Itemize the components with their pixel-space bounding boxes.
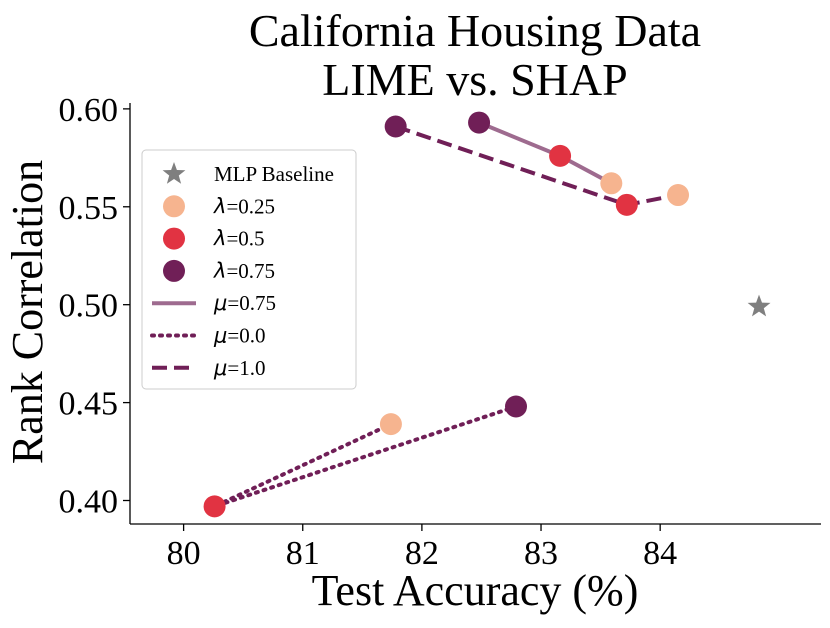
legend-label-symbol: μ [213,324,227,348]
data-point-lambda-0-5 [615,193,638,216]
axes [129,103,821,525]
plot-markers [203,111,771,518]
series-line-mu-1-0 [395,124,679,207]
y-tick-label: 0.55 [59,190,119,227]
legend-label-value: =0.0 [227,324,265,348]
data-point-lambda-0-25 [600,172,623,195]
legend-label-value: =0.75 [227,291,276,315]
y-tick-label: 0.45 [59,386,119,423]
legend-label-symbol: μ [213,356,227,380]
data-point-lambda-0-75 [468,111,491,134]
legend-circle-marker [163,227,185,250]
legend-label-value: =0.5 [226,227,264,251]
y-tick-label: 0.60 [59,92,119,129]
legend-label-value: =0.25 [226,194,275,218]
legend: MLP Baselineλ=0.25λ=0.5λ=0.75μ=0.75μ=0.0… [141,149,357,390]
legend-label-value: =0.75 [226,259,275,283]
legend-label: MLP Baseline [214,162,334,186]
legend-label-symbol: λ [213,194,226,218]
ticks: 80 81 82 83 84 0.40 0.45 0.50 0.55 0.60 [59,92,678,572]
chart-title-line-2: LIME vs. SHAP [322,54,627,105]
chart-title: California Housing Data LIME vs. SHAP [249,5,701,105]
data-point-lambda-0-75 [384,115,407,138]
legend-label: μ=0.0 [213,324,265,348]
data-point-lambda-0-5 [549,144,572,167]
legend-label: λ=0.5 [213,227,265,251]
x-axis-label: Test Accuracy (%) [312,566,639,615]
data-point-lambda-0-25 [667,184,690,207]
chart-title-line-1: California Housing Data [249,5,701,56]
mlp-baseline-star [747,294,771,317]
legend-label-symbol: λ [213,227,226,251]
x-tick-label: 82 [405,535,439,572]
legend-label: λ=0.75 [213,259,275,283]
legend-star-marker [162,162,186,184]
legend-frame [141,149,357,390]
data-point-lambda-0-25 [379,413,402,436]
series-line-mu-0-75 [478,120,613,186]
legend-label: μ=0.75 [213,291,276,315]
legend-circle-marker [163,195,185,218]
x-tick-label: 83 [524,535,558,572]
data-point-lambda-0-75 [505,395,528,418]
legend-label-symbol: μ [213,291,227,315]
x-tick-label: 81 [286,535,320,572]
x-tick-label: 80 [167,535,201,572]
legend-label: λ=0.25 [213,194,275,218]
series-line-mu-0-0 [213,404,518,509]
legend-label: μ=1.0 [213,356,265,380]
y-tick-label: 0.50 [59,288,119,325]
legend-label-value: =1.0 [227,356,265,380]
legend-circle-marker [163,259,185,282]
data-point-lambda-0-5 [203,495,226,518]
y-tick-label: 0.40 [59,484,119,521]
y-axis-label: Rank Correlation [3,160,52,464]
legend-label-value: MLP Baseline [214,162,334,186]
legend-label-symbol: λ [213,259,226,283]
x-tick-label: 84 [643,535,677,572]
